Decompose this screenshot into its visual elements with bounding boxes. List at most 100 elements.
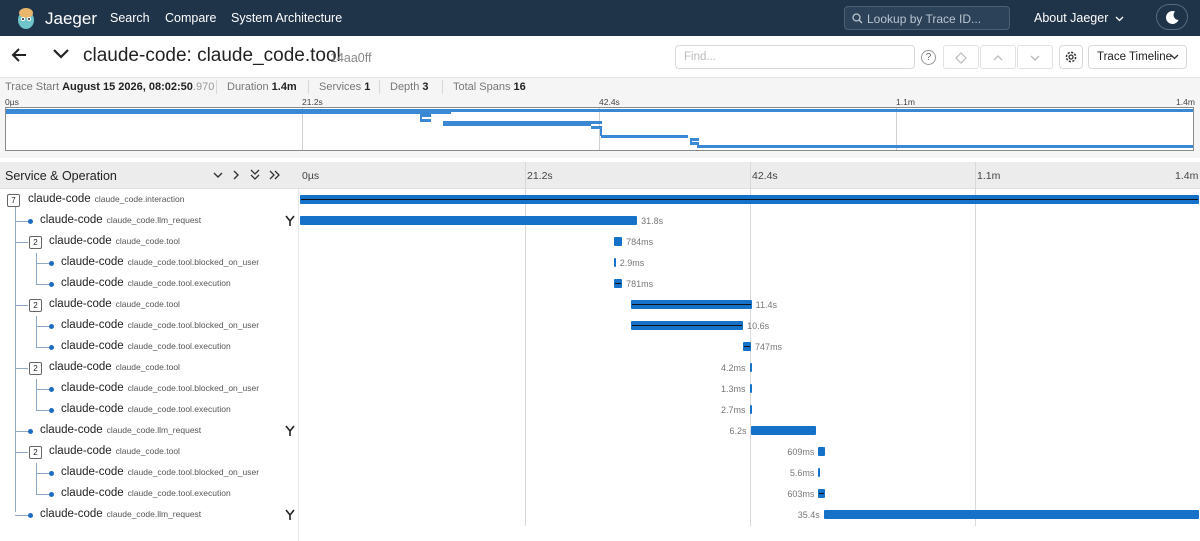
span-bar[interactable]: [749, 363, 752, 372]
tree-connector: [36, 326, 49, 327]
find-input[interactable]: Find...: [675, 45, 915, 69]
span-bar-stripe: [301, 199, 1198, 200]
span-row[interactable]: claude-code claude_code.llm_request: [0, 505, 299, 526]
span-row[interactable]: 2 claude-code claude_code.tool: [0, 358, 299, 379]
timeline-header: 0µs 21.2s 42.4s 1.1m 1.4m: [299, 162, 1200, 189]
span-row[interactable]: claude-code claude_code.tool.blocked_on_u…: [0, 379, 299, 400]
operation-label: claude_code.tool: [115, 446, 180, 456]
span-bar[interactable]: [300, 216, 638, 225]
operation-label: claude_code.tool: [115, 299, 180, 309]
span-row[interactable]: 2 claude-code claude_code.tool: [0, 442, 299, 463]
tree-connector: [36, 284, 49, 285]
view-type-value: Trace Timeline: [1097, 51, 1172, 63]
span-dot: [49, 261, 54, 266]
minimap-tick: 21.2s: [302, 97, 323, 107]
theme-toggle-button[interactable]: [1156, 4, 1188, 30]
span-row[interactable]: claude-code claude_code.tool.execution: [0, 484, 299, 505]
span-duration-label: 2.7ms: [720, 405, 746, 415]
span-row[interactable]: 2 claude-code claude_code.tool: [0, 295, 299, 316]
tree-connector: [15, 242, 28, 243]
top-nav: Jaeger Search Compare System Architectur…: [0, 0, 1200, 36]
minimap-span: [600, 135, 688, 139]
chevron-down-icon: [1170, 54, 1179, 60]
duration: Duration 1.4m: [227, 81, 297, 93]
total-spans-value: 16: [513, 81, 526, 93]
minimap-tick: 1.1m: [896, 97, 915, 107]
services-label: Services: [319, 81, 362, 93]
help-icon[interactable]: ?: [921, 50, 936, 65]
brand-name[interactable]: Jaeger: [45, 9, 97, 28]
tree-connector: [15, 452, 28, 453]
span-row[interactable]: claude-code claude_code.tool.execution: [0, 337, 299, 358]
span-dot: [49, 387, 54, 392]
view-type-select[interactable]: Trace Timeline: [1088, 45, 1187, 69]
minimap-span: [6, 109, 1193, 112]
depth-label: Depth: [390, 81, 420, 93]
span-bar[interactable]: [749, 405, 752, 414]
collapse-all-icon[interactable]: [268, 168, 282, 182]
span-bar[interactable]: [749, 384, 752, 393]
service-label: claude-code: [61, 487, 124, 499]
span-row[interactable]: 2 claude-code claude_code.tool: [0, 232, 299, 253]
operation-label: claude_code.tool.execution: [127, 278, 231, 288]
trace-title: claude-code: claude_code.tool: [83, 45, 341, 66]
nav-system-architecture-link[interactable]: System Architecture: [231, 11, 343, 25]
tree-connector: [36, 347, 49, 348]
back-arrow-icon[interactable]: [11, 48, 27, 62]
jaeger-logo-icon[interactable]: [15, 6, 37, 30]
expand-all-icon[interactable]: [249, 168, 261, 182]
span-row[interactable]: claude-code claude_code.tool.blocked_on_u…: [0, 463, 299, 484]
span-row[interactable]: 7 claude-code claude_code.interaction: [0, 190, 299, 211]
expand-one-icon[interactable]: [212, 168, 224, 182]
service-label: claude-code: [61, 319, 124, 331]
service-label: claude-code: [61, 340, 124, 352]
span-row[interactable]: claude-code claude_code.llm_request: [0, 211, 299, 232]
minimap-canvas[interactable]: [5, 107, 1194, 151]
tree-connector: [36, 337, 37, 348]
settings-button[interactable]: [1059, 45, 1083, 69]
child-count-badge[interactable]: 2: [29, 236, 42, 249]
service-label: claude-code: [49, 445, 112, 457]
focus-match-button[interactable]: [943, 45, 979, 69]
span-bar[interactable]: [818, 447, 825, 456]
span-dot: [28, 513, 33, 518]
child-count-badge[interactable]: 2: [29, 446, 42, 459]
trace-id-lookup-input[interactable]: Lookup by Trace ID...: [844, 6, 1010, 30]
prev-match-button[interactable]: [980, 45, 1016, 69]
duration-label: Duration: [227, 81, 269, 93]
span-dot: [28, 219, 33, 224]
child-count-badge[interactable]: 7: [7, 194, 20, 207]
span-row[interactable]: claude-code claude_code.tool.execution: [0, 274, 299, 295]
tree-connector: [15, 368, 28, 369]
nav-compare-link[interactable]: Compare: [165, 11, 217, 25]
operation-label: claude_code.llm_request: [106, 215, 202, 225]
span-bar[interactable]: [613, 237, 623, 246]
tree-connector: [15, 207, 16, 512]
span-bar[interactable]: [613, 258, 616, 267]
next-match-button[interactable]: [1017, 45, 1053, 69]
service-label: claude-code: [61, 277, 124, 289]
span-row[interactable]: claude-code claude_code.tool.blocked_on_u…: [0, 253, 299, 274]
span-bar[interactable]: [818, 468, 821, 477]
span-service-name: claude-code claude_code.tool.blocked_on_u…: [61, 466, 259, 478]
trace-minimap[interactable]: 0µs 21.2s 42.4s 1.1m 1.4m: [0, 96, 1200, 158]
span-dot: [49, 471, 54, 476]
operation-label: claude_code.tool: [115, 236, 180, 246]
span-duration-label: 1.3ms: [720, 384, 746, 394]
collapse-one-icon[interactable]: [230, 168, 242, 182]
child-count-badge[interactable]: 2: [29, 362, 42, 375]
span-row[interactable]: claude-code claude_code.tool.blocked_on_u…: [0, 316, 299, 337]
span-bar[interactable]: [823, 510, 1199, 519]
collapse-chevron-icon[interactable]: [52, 48, 70, 60]
minimap-span: [697, 144, 1193, 148]
about-jaeger-menu[interactable]: About Jaeger: [1034, 11, 1124, 25]
chevron-down-icon: [1030, 55, 1040, 61]
tree-connector: [36, 410, 49, 411]
span-row[interactable]: claude-code claude_code.llm_request: [0, 421, 299, 442]
span-bar[interactable]: [750, 426, 817, 435]
span-row[interactable]: claude-code claude_code.tool.execution: [0, 400, 299, 421]
nav-search-link[interactable]: Search: [110, 11, 150, 25]
child-count-badge[interactable]: 2: [29, 299, 42, 312]
operation-label: claude_code.tool.execution: [127, 341, 231, 351]
span-service-name: claude-code claude_code.llm_request: [40, 424, 201, 436]
